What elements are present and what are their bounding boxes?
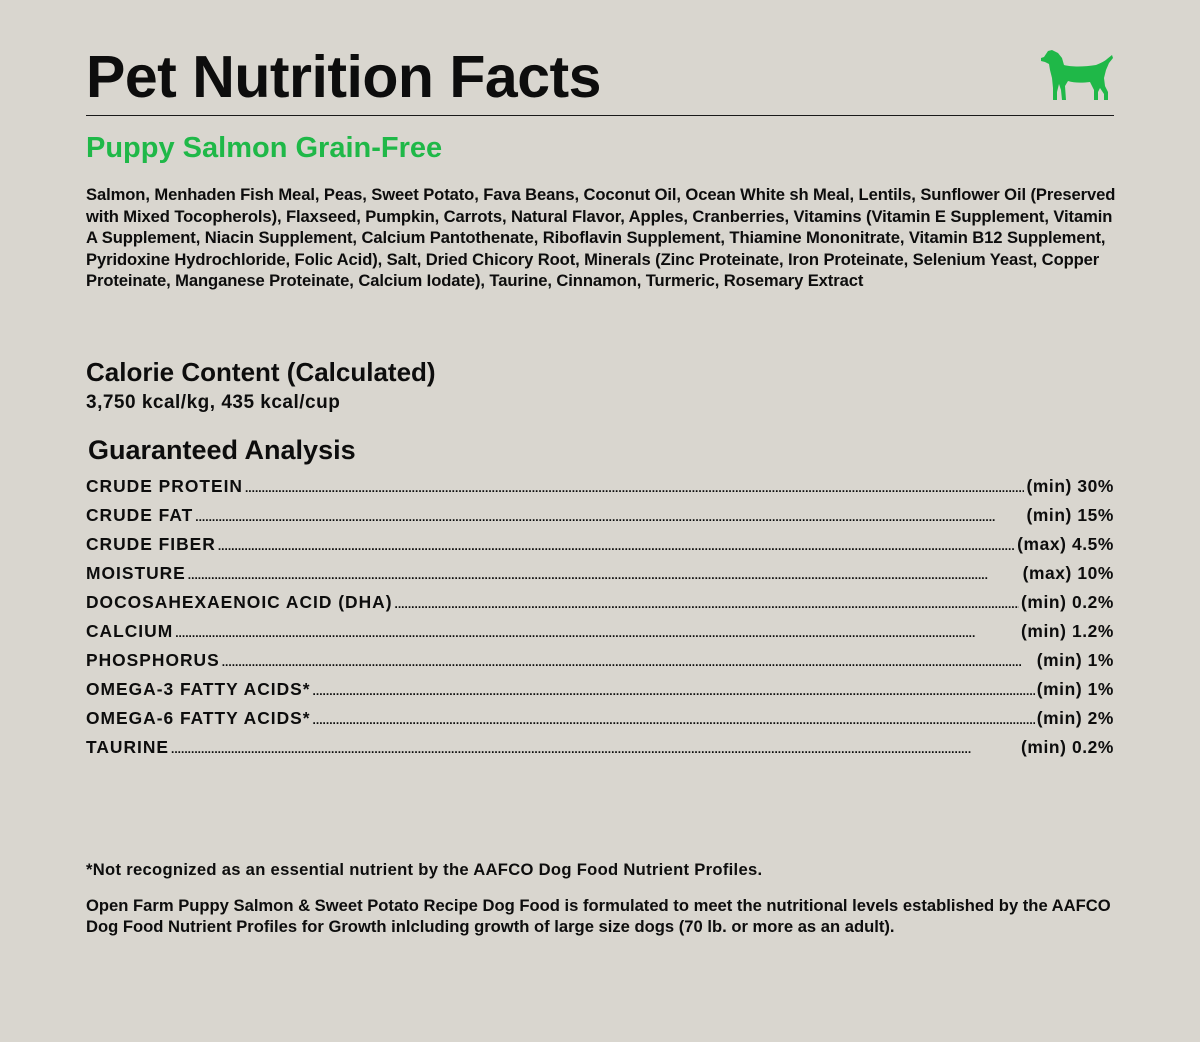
analysis-value: (min) 2% [1036,708,1114,728]
header: Pet Nutrition Facts [86,44,1114,116]
ingredients-list: Salmon, Menhaden Fish Meal, Peas, Sweet … [86,185,1116,291]
calorie-content-heading: Calorie Content (Calculated) [86,357,436,387]
analysis-name: OMEGA-3 FATTY ACIDS* [86,679,311,699]
product-name: Puppy Salmon Grain-Free [86,132,443,164]
page-title: Pet Nutrition Facts [86,44,602,110]
analysis-name: PHOSPHORUS [86,650,220,670]
analysis-row-calcium: CALCIUM (min) 1.2% [86,621,1114,650]
calorie-content-value: 3,750 kcal/kg, 435 kcal/cup [86,392,341,413]
analysis-row-crude-fat: CRUDE FAT (min) 15% [86,505,1114,534]
analysis-name: CALCIUM [86,621,174,641]
analysis-name: CRUDE FIBER [86,534,216,554]
dot-leader [218,540,1015,552]
analysis-row-crude-protein: CRUDE PROTEIN (min) 30% [86,476,1114,505]
dot-leader [188,569,1021,581]
footnote: *Not recognized as an essential nutrient… [86,860,763,879]
analysis-name: MOISTURE [86,563,186,583]
dog-icon [1041,50,1113,100]
dot-leader [245,482,1024,494]
analysis-value: (max) 4.5% [1017,534,1114,554]
dot-leader [313,685,1035,697]
analysis-row-moisture: MOISTURE (max) 10% [86,563,1114,592]
analysis-name: CRUDE PROTEIN [86,476,243,496]
analysis-name: TAURINE [86,737,169,757]
dot-leader [222,656,1035,668]
analysis-value: (min) 1% [1036,650,1114,670]
analysis-name: DOCOSAHEXAENOIC ACID (DHA) [86,592,393,612]
analysis-name: OMEGA-6 FATTY ACIDS* [86,708,311,728]
dot-leader [395,598,1020,610]
analysis-row-dha: DOCOSAHEXAENOIC ACID (DHA) (min) 0.2% [86,592,1114,621]
analysis-value: (min) 0.2% [1021,737,1114,757]
analysis-row-taurine: TAURINE (min) 0.2% [86,737,1114,766]
analysis-value: (min) 30% [1026,476,1114,496]
dot-leader [313,714,1035,726]
analysis-value: (min) 0.2% [1021,592,1114,612]
analysis-value: (min) 1% [1036,679,1114,699]
dot-leader [171,743,1019,755]
analysis-row-crude-fiber: CRUDE FIBER (max) 4.5% [86,534,1114,563]
aafco-statement: Open Farm Puppy Salmon & Sweet Potato Re… [86,896,1111,936]
analysis-row-omega-6: OMEGA-6 FATTY ACIDS* (min) 2% [86,708,1114,737]
dot-leader [175,627,1019,639]
analysis-row-omega-3: OMEGA-3 FATTY ACIDS* (min) 1% [86,679,1114,708]
analysis-value: (max) 10% [1022,563,1114,583]
analysis-value: (min) 15% [1026,505,1114,525]
analysis-value: (min) 1.2% [1021,621,1114,641]
analysis-row-phosphorus: PHOSPHORUS (min) 1% [86,650,1114,679]
analysis-name: CRUDE FAT [86,505,194,525]
guaranteed-analysis-list: CRUDE PROTEIN (min) 30% CRUDE FAT (min) … [86,476,1114,766]
dot-leader [195,511,1024,523]
guaranteed-analysis-heading: Guaranteed Analysis [88,435,356,465]
